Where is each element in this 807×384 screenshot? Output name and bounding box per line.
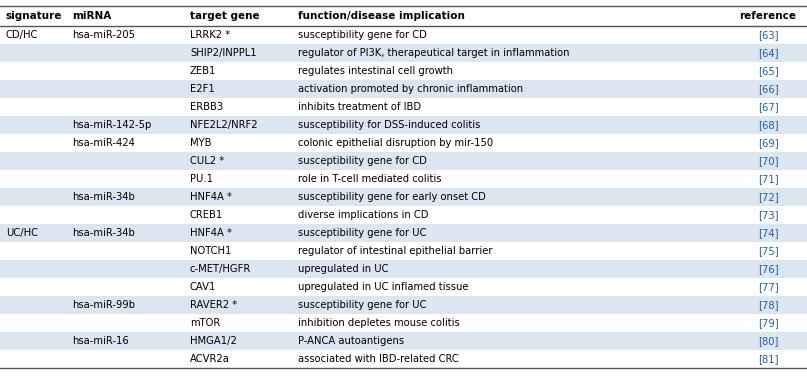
Text: susceptibility gene for UC: susceptibility gene for UC xyxy=(298,228,427,238)
Text: [69]: [69] xyxy=(758,138,778,148)
Text: SHIP2/INPPL1: SHIP2/INPPL1 xyxy=(190,48,257,58)
Text: inhibits treatment of IBD: inhibits treatment of IBD xyxy=(298,102,421,112)
Bar xyxy=(0,332,807,350)
Text: associated with IBD-related CRC: associated with IBD-related CRC xyxy=(298,354,458,364)
Text: [74]: [74] xyxy=(758,228,778,238)
Text: CD/HC: CD/HC xyxy=(6,30,39,40)
Text: [81]: [81] xyxy=(758,354,778,364)
Text: [67]: [67] xyxy=(758,102,778,112)
Text: upregulated in UC: upregulated in UC xyxy=(298,264,388,274)
Text: [66]: [66] xyxy=(758,84,778,94)
Text: [75]: [75] xyxy=(758,246,778,256)
Text: CUL2 *: CUL2 * xyxy=(190,156,224,166)
Bar xyxy=(0,80,807,98)
Text: MYB: MYB xyxy=(190,138,211,148)
Text: HMGA1/2: HMGA1/2 xyxy=(190,336,237,346)
Text: diverse implications in CD: diverse implications in CD xyxy=(298,210,429,220)
Text: regulator of PI3K, therapeutical target in inflammation: regulator of PI3K, therapeutical target … xyxy=(298,48,570,58)
Text: PU.1: PU.1 xyxy=(190,174,213,184)
Text: susceptibility for DSS-induced colitis: susceptibility for DSS-induced colitis xyxy=(298,120,480,130)
Text: ZEB1: ZEB1 xyxy=(190,66,216,76)
Text: [73]: [73] xyxy=(758,210,778,220)
Text: [79]: [79] xyxy=(758,318,778,328)
Text: ACVR2a: ACVR2a xyxy=(190,354,230,364)
Bar xyxy=(0,260,807,278)
Text: [76]: [76] xyxy=(758,264,778,274)
Text: hsa-miR-34b: hsa-miR-34b xyxy=(72,228,135,238)
Text: regulator of intestinal epithelial barrier: regulator of intestinal epithelial barri… xyxy=(298,246,492,256)
Text: hsa-miR-205: hsa-miR-205 xyxy=(72,30,135,40)
Text: hsa-miR-99b: hsa-miR-99b xyxy=(72,300,135,310)
Text: [65]: [65] xyxy=(758,66,778,76)
Bar xyxy=(0,116,807,134)
Text: [70]: [70] xyxy=(758,156,778,166)
Text: hsa-miR-142-5p: hsa-miR-142-5p xyxy=(72,120,151,130)
Text: E2F1: E2F1 xyxy=(190,84,215,94)
Text: c-MET/HGFR: c-MET/HGFR xyxy=(190,264,251,274)
Text: mTOR: mTOR xyxy=(190,318,220,328)
Text: inhibition depletes mouse colitis: inhibition depletes mouse colitis xyxy=(298,318,460,328)
Text: colonic epithelial disruption by mir-150: colonic epithelial disruption by mir-150 xyxy=(298,138,493,148)
Text: HNF4A *: HNF4A * xyxy=(190,192,232,202)
Bar xyxy=(0,44,807,62)
Text: upregulated in UC inflamed tissue: upregulated in UC inflamed tissue xyxy=(298,282,469,292)
Text: [80]: [80] xyxy=(758,336,778,346)
Bar xyxy=(0,296,807,314)
Text: susceptibility gene for CD: susceptibility gene for CD xyxy=(298,30,427,40)
Text: susceptibility gene for UC: susceptibility gene for UC xyxy=(298,300,427,310)
Text: [63]: [63] xyxy=(758,30,778,40)
Bar xyxy=(0,224,807,242)
Text: NFE2L2/NRF2: NFE2L2/NRF2 xyxy=(190,120,257,130)
Text: NOTCH1: NOTCH1 xyxy=(190,246,232,256)
Text: P-ANCA autoantigens: P-ANCA autoantigens xyxy=(298,336,404,346)
Text: role in T-cell mediated colitis: role in T-cell mediated colitis xyxy=(298,174,441,184)
Text: [71]: [71] xyxy=(758,174,778,184)
Text: hsa-miR-424: hsa-miR-424 xyxy=(72,138,135,148)
Text: ERBB3: ERBB3 xyxy=(190,102,223,112)
Text: target gene: target gene xyxy=(190,11,260,21)
Text: signature: signature xyxy=(6,11,62,21)
Text: [72]: [72] xyxy=(758,192,778,202)
Text: [77]: [77] xyxy=(758,282,778,292)
Text: hsa-miR-16: hsa-miR-16 xyxy=(72,336,129,346)
Text: RAVER2 *: RAVER2 * xyxy=(190,300,237,310)
Text: reference: reference xyxy=(739,11,797,21)
Text: [78]: [78] xyxy=(758,300,778,310)
Text: susceptibility gene for CD: susceptibility gene for CD xyxy=(298,156,427,166)
Text: function/disease implication: function/disease implication xyxy=(298,11,465,21)
Text: hsa-miR-34b: hsa-miR-34b xyxy=(72,192,135,202)
Text: HNF4A *: HNF4A * xyxy=(190,228,232,238)
Text: CREB1: CREB1 xyxy=(190,210,224,220)
Bar xyxy=(0,188,807,206)
Text: miRNA: miRNA xyxy=(72,11,111,21)
Text: [68]: [68] xyxy=(758,120,778,130)
Text: regulates intestinal cell growth: regulates intestinal cell growth xyxy=(298,66,453,76)
Text: CAV1: CAV1 xyxy=(190,282,216,292)
Text: susceptibility gene for early onset CD: susceptibility gene for early onset CD xyxy=(298,192,486,202)
Text: LRRK2 *: LRRK2 * xyxy=(190,30,230,40)
Text: [64]: [64] xyxy=(758,48,778,58)
Text: UC/HC: UC/HC xyxy=(6,228,38,238)
Text: activation promoted by chronic inflammation: activation promoted by chronic inflammat… xyxy=(298,84,523,94)
Bar xyxy=(0,152,807,170)
